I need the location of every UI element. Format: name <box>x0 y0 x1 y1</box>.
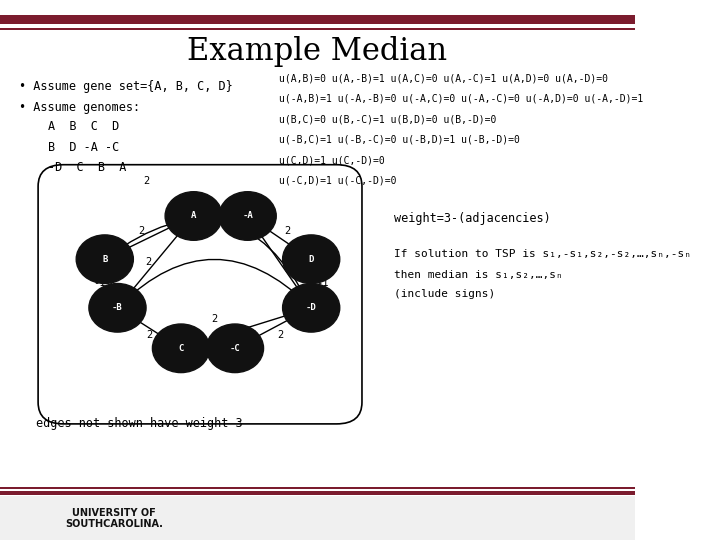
Text: C: C <box>179 344 184 353</box>
Text: B  D -A -C: B D -A -C <box>48 141 119 154</box>
Text: • Assume genomes:: • Assume genomes: <box>19 102 140 114</box>
Text: u(-C,D)=1 u(-C,-D)=0: u(-C,D)=1 u(-C,-D)=0 <box>279 176 397 186</box>
Circle shape <box>165 192 222 240</box>
Circle shape <box>89 284 146 332</box>
Text: A: A <box>191 212 197 220</box>
Text: -1: -1 <box>94 279 106 288</box>
Text: A  B  C  D: A B C D <box>48 120 119 133</box>
Text: weight=3-(adjacencies): weight=3-(adjacencies) <box>394 212 551 225</box>
Circle shape <box>282 235 340 284</box>
Text: If solution to TSP is s₁,-s₁,s₂,-s₂,…,sₙ,-sₙ: If solution to TSP is s₁,-s₁,s₂,-s₂,…,sₙ… <box>394 249 690 259</box>
Circle shape <box>207 324 264 373</box>
FancyBboxPatch shape <box>0 491 635 495</box>
Circle shape <box>282 284 340 332</box>
Text: -D: -D <box>306 303 317 312</box>
FancyBboxPatch shape <box>0 496 635 540</box>
Circle shape <box>76 235 133 284</box>
Text: u(-B,C)=1 u(-B,-C)=0 u(-B,D)=1 u(-B,-D)=0: u(-B,C)=1 u(-B,-C)=0 u(-B,D)=1 u(-B,-D)=… <box>279 135 521 145</box>
Text: 2: 2 <box>146 329 153 340</box>
Text: 2: 2 <box>143 176 149 186</box>
Text: -B: -B <box>112 303 123 312</box>
Text: 2: 2 <box>211 314 217 323</box>
Text: (include signs): (include signs) <box>394 289 495 299</box>
Text: B: B <box>102 255 107 264</box>
Text: u(B,C)=0 u(B,-C)=1 u(B,D)=0 u(B,-D)=0: u(B,C)=0 u(B,-C)=1 u(B,D)=0 u(B,-D)=0 <box>279 114 497 124</box>
FancyBboxPatch shape <box>0 487 635 489</box>
Text: 2: 2 <box>138 226 145 236</box>
Circle shape <box>153 324 210 373</box>
Text: UNIVERSITY OF
SOUTHCAROLINA.: UNIVERSITY OF SOUTHCAROLINA. <box>66 508 163 529</box>
Text: D: D <box>308 255 314 264</box>
FancyBboxPatch shape <box>0 15 635 24</box>
Text: -A: -A <box>243 212 253 220</box>
Text: then median is s₁,s₂,…,sₙ: then median is s₁,s₂,…,sₙ <box>394 271 562 280</box>
Text: u(C,D)=1 u(C,-D)=0: u(C,D)=1 u(C,-D)=0 <box>279 156 385 165</box>
Text: u(A,B)=0 u(A,-B)=1 u(A,C)=0 u(A,-C)=1 u(A,D)=0 u(A,-D)=0: u(A,B)=0 u(A,-B)=1 u(A,C)=0 u(A,-C)=1 u(… <box>279 73 608 83</box>
Text: -1: -1 <box>316 279 329 288</box>
Text: -C: -C <box>230 344 240 353</box>
Text: edges not shown have weight 3: edges not shown have weight 3 <box>37 417 243 430</box>
Text: 2: 2 <box>278 329 284 340</box>
Text: -D  C  B  A: -D C B A <box>48 161 126 174</box>
FancyBboxPatch shape <box>0 28 635 30</box>
Text: u(-A,B)=1 u(-A,-B)=0 u(-A,C)=0 u(-A,-C)=0 u(-A,D)=0 u(-A,-D)=1: u(-A,B)=1 u(-A,-B)=0 u(-A,C)=0 u(-A,-C)=… <box>279 94 644 104</box>
Text: Example Median: Example Median <box>187 36 448 67</box>
Circle shape <box>219 192 276 240</box>
FancyBboxPatch shape <box>38 165 362 424</box>
Text: -1: -1 <box>202 350 215 360</box>
Text: • Assume gene set={A, B, C, D}: • Assume gene set={A, B, C, D} <box>19 80 233 93</box>
Text: 2: 2 <box>284 226 290 236</box>
Text: 2: 2 <box>251 329 257 340</box>
Text: 2: 2 <box>284 257 290 267</box>
Text: 2: 2 <box>145 257 151 267</box>
Text: -1: -1 <box>215 205 227 214</box>
